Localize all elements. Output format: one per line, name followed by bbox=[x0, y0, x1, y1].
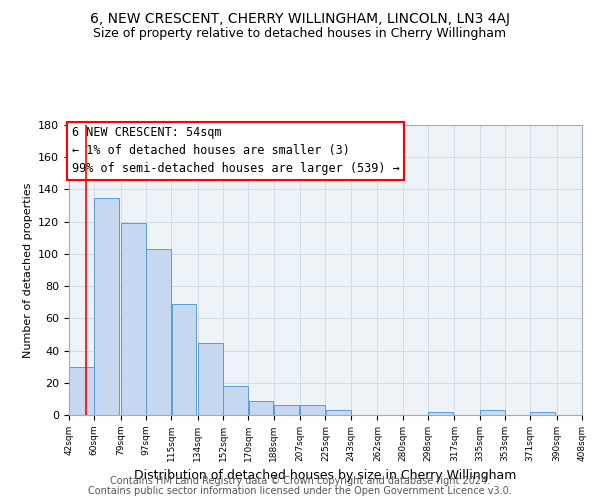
Bar bbox=[69, 366, 94, 415]
Y-axis label: Number of detached properties: Number of detached properties bbox=[23, 182, 32, 358]
Text: Size of property relative to detached houses in Cherry Willingham: Size of property relative to detached ho… bbox=[94, 28, 506, 40]
Bar bbox=[94, 198, 119, 415]
Bar bbox=[146, 249, 171, 415]
Text: 6, NEW CRESCENT, CHERRY WILLINGHAM, LINCOLN, LN3 4AJ: 6, NEW CRESCENT, CHERRY WILLINGHAM, LINC… bbox=[90, 12, 510, 26]
Bar bbox=[301, 406, 325, 415]
Bar bbox=[198, 342, 223, 415]
Bar bbox=[480, 410, 505, 415]
Bar bbox=[121, 224, 146, 415]
Bar bbox=[223, 386, 248, 415]
Bar bbox=[326, 410, 350, 415]
Text: 6 NEW CRESCENT: 54sqm
← 1% of detached houses are smaller (3)
99% of semi-detach: 6 NEW CRESCENT: 54sqm ← 1% of detached h… bbox=[71, 126, 400, 176]
X-axis label: Distribution of detached houses by size in Cherry Willingham: Distribution of detached houses by size … bbox=[134, 470, 517, 482]
Bar bbox=[530, 412, 555, 415]
Bar bbox=[274, 406, 299, 415]
Bar bbox=[248, 400, 274, 415]
Bar bbox=[172, 304, 196, 415]
Text: Contains HM Land Registry data © Crown copyright and database right 2024.: Contains HM Land Registry data © Crown c… bbox=[110, 476, 490, 486]
Bar bbox=[428, 412, 453, 415]
Text: Contains public sector information licensed under the Open Government Licence v3: Contains public sector information licen… bbox=[88, 486, 512, 496]
